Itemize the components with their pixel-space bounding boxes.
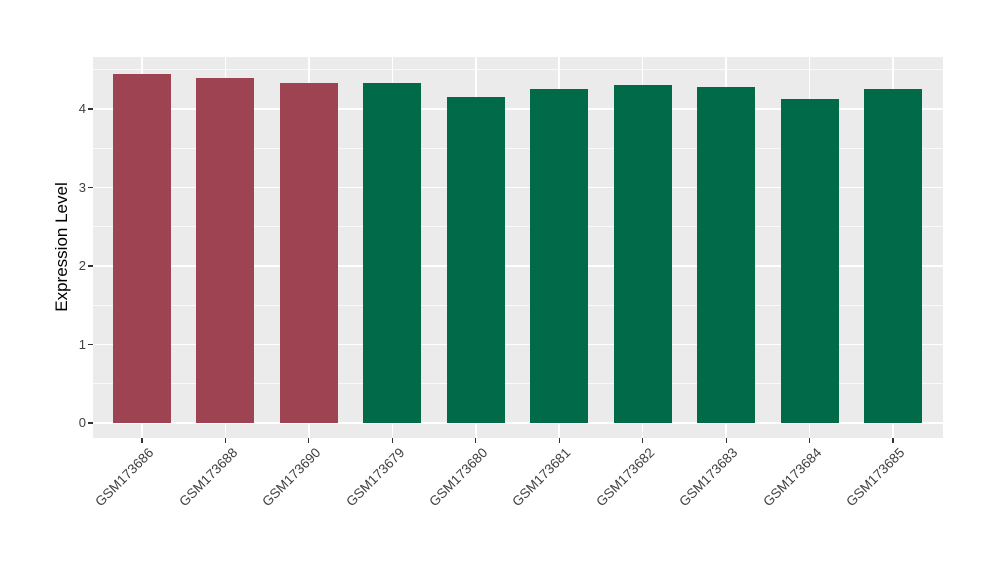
x-tick-mark: [224, 438, 227, 443]
bar-GSM173679: [363, 83, 422, 423]
bar-GSM173680: [446, 97, 505, 423]
x-tick-mark: [475, 438, 477, 443]
x-tick-mark: [808, 438, 811, 443]
x-tick-label: GSM173683: [676, 445, 741, 510]
x-tick-mark: [642, 438, 644, 443]
y-tick-label: 0: [78, 415, 86, 430]
bar-GSM173681: [530, 88, 589, 423]
major-gridline: [93, 343, 943, 346]
bar-GSM173690: [279, 83, 338, 423]
x-tick-label: GSM173685: [843, 445, 908, 510]
y-tick-mark: [88, 186, 93, 189]
x-tick-label: GSM173679: [342, 445, 407, 510]
minor-gridline: [93, 304, 943, 306]
minor-gridline: [93, 147, 943, 149]
y-tick-mark: [88, 265, 93, 267]
minor-gridline: [93, 69, 943, 71]
bar-GSM173688: [196, 77, 255, 423]
y-tick-label: 4: [78, 101, 86, 116]
plot-panel: [93, 57, 943, 438]
y-axis-title: Expression Level: [52, 182, 71, 312]
x-tick-mark: [725, 438, 727, 443]
minor-gridline: [93, 383, 943, 385]
y-tick-label: 2: [78, 258, 86, 273]
x-tick-mark: [308, 438, 310, 443]
y-tick-mark: [88, 422, 93, 424]
bar-GSM173683: [697, 87, 756, 423]
x-tick-mark: [892, 438, 894, 443]
major-gridline: [93, 108, 943, 110]
minor-gridline: [93, 226, 943, 228]
y-tick-mark: [88, 108, 93, 110]
bar-GSM173682: [613, 84, 672, 423]
x-tick-label: GSM173686: [92, 445, 157, 510]
bar-GSM173686: [113, 73, 171, 423]
x-tick-label: GSM173688: [175, 445, 241, 510]
x-tick-label: GSM173684: [759, 445, 825, 510]
x-tick-mark: [141, 438, 143, 443]
y-tick-mark: [88, 343, 93, 346]
major-gridline: [93, 422, 943, 424]
major-gridline: [93, 186, 943, 189]
x-tick-label: GSM173681: [509, 445, 574, 510]
x-tick-mark: [558, 438, 560, 443]
x-tick-label: GSM173690: [259, 445, 324, 510]
x-tick-label: GSM173680: [426, 445, 491, 510]
bar-GSM173684: [780, 98, 839, 423]
y-tick-label: 3: [78, 179, 86, 195]
x-tick-mark: [391, 438, 393, 443]
x-tick-label: GSM173682: [593, 445, 658, 510]
y-tick-label: 1: [78, 336, 86, 352]
bar-GSM173685: [864, 89, 922, 423]
major-gridline: [93, 265, 943, 267]
